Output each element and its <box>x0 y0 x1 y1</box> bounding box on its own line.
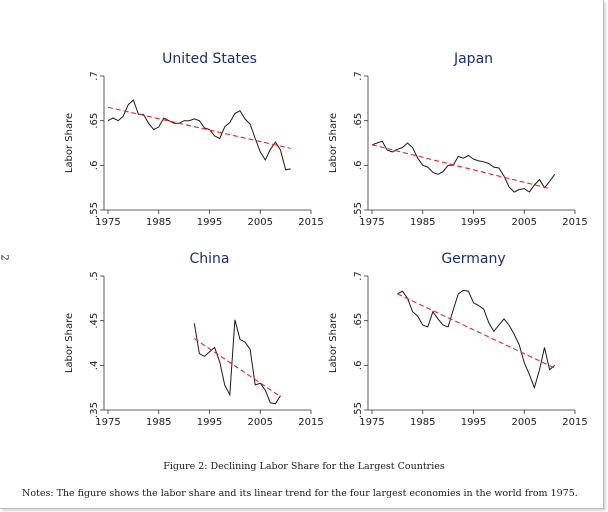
chart-germany: Germany .55 .6 .65 .7 Labor Share 1975 1985 1995… <box>328 251 588 428</box>
x-tick-label: 1995 <box>461 217 486 228</box>
y-axis-label: Labor Share <box>328 313 339 373</box>
y-tick-label: .65 <box>89 113 100 129</box>
y-tick-label: .65 <box>353 113 364 129</box>
y-tick-label: .6 <box>89 161 100 171</box>
x-tick-label: 1985 <box>146 417 171 428</box>
panel-united-states: United States .55 .6 .65 .7 Labor Share 1975 19… <box>38 45 324 245</box>
chart-japan: Japan .55 .6 .65 .7 Labor Share 1975 1985 1995 20… <box>328 51 588 228</box>
chart-title: Japan <box>453 51 493 67</box>
y-tick-label: .6 <box>353 361 364 371</box>
x-tick-label: 1975 <box>359 417 384 428</box>
chart-china: China .35 .4 .45 .5 Labor Share 1975 1985 1995 20… <box>64 251 324 428</box>
x-tick-label: 2015 <box>298 217 323 228</box>
margin-mark: 2 <box>0 254 10 260</box>
y-tick-label: .55 <box>353 402 364 418</box>
labor-share-line <box>371 140 556 193</box>
y-axis-label: Labor Share <box>64 313 75 373</box>
x-tick-label: 2005 <box>512 217 537 228</box>
figure-caption: Figure 2: Declining Labor Share for the … <box>163 461 445 472</box>
chart-title: Germany <box>441 251 505 267</box>
y-tick-label: .7 <box>89 71 100 81</box>
y-tick-label: .55 <box>353 202 364 218</box>
y-tick-label: .35 <box>89 402 100 418</box>
x-tick-label: 2015 <box>298 417 323 428</box>
figure-notes: Notes: The figure shows the labor share … <box>22 488 578 499</box>
labor-share-line <box>397 289 556 390</box>
linear-trend-line <box>193 338 281 398</box>
x-tick-label: 1995 <box>197 217 222 228</box>
linear-trend-line <box>371 144 550 190</box>
x-tick-label: 2005 <box>248 217 273 228</box>
y-tick-label: .4 <box>89 361 100 371</box>
x-tick-label: 1975 <box>95 417 120 428</box>
x-tick-label: 1995 <box>461 417 486 428</box>
y-axis-label: Labor Share <box>64 113 75 173</box>
x-tick-label: 1975 <box>95 217 120 228</box>
chart-united-states: United States .55 .6 .65 .7 Labor Share 1975 19… <box>64 51 324 228</box>
linear-trend-line <box>107 106 291 149</box>
y-tick-label: .6 <box>353 161 364 171</box>
x-tick-label: 1985 <box>410 217 435 228</box>
labor-share-line <box>193 319 281 405</box>
x-tick-label: 2005 <box>512 417 537 428</box>
x-tick-label: 1975 <box>359 217 384 228</box>
y-tick-label: .7 <box>353 71 364 81</box>
labor-share-line <box>107 99 291 171</box>
y-axis-label: Labor Share <box>328 113 339 173</box>
y-tick-label: .5 <box>89 271 100 281</box>
y-tick-label: .7 <box>353 271 364 281</box>
panel-japan: Japan .55 .6 .65 .7 Labor Share 1975 1985 1995 20… <box>302 45 588 245</box>
y-tick-label: .45 <box>89 313 100 329</box>
linear-trend-line <box>397 293 555 369</box>
panel-china: China .35 .4 .45 .5 Labor Share 1975 1985 1995 20… <box>38 245 324 445</box>
x-tick-label: 1985 <box>146 217 171 228</box>
chart-title: China <box>190 251 230 267</box>
x-tick-label: 1985 <box>410 417 435 428</box>
panel-germany: Germany .55 .6 .65 .7 Labor Share 1975 1985 1995… <box>302 245 588 445</box>
x-tick-label: 2015 <box>562 417 587 428</box>
x-tick-label: 1995 <box>197 417 222 428</box>
y-tick-label: .55 <box>89 202 100 218</box>
y-tick-label: .65 <box>353 313 364 329</box>
chart-title: United States <box>162 51 257 67</box>
x-tick-label: 2005 <box>248 417 273 428</box>
x-tick-label: 2015 <box>562 217 587 228</box>
